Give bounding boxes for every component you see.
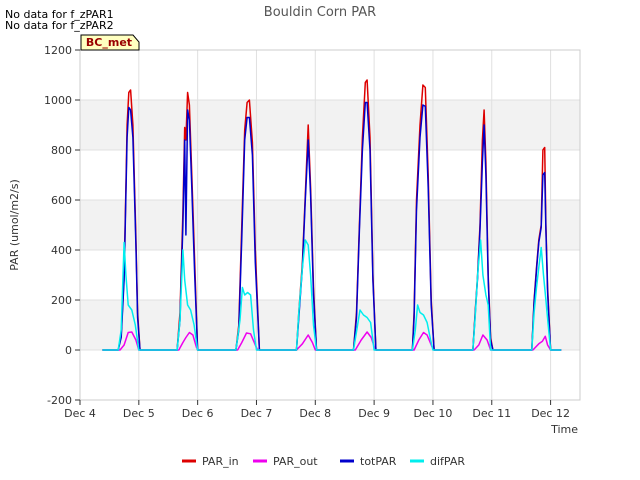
x-axis-ticks: Dec 4 Dec 5 Dec 6 Dec 7 Dec 8 Dec 9 Dec 10 Dec … [64,400,570,420]
plot-background-bands [80,50,580,400]
y-axis-ticks: -200 0 200 400 600 800 1000 1200 [44,44,80,407]
legend-label: totPAR [360,455,397,468]
background-band [80,200,580,250]
x-tick-label: Dec 12 [531,407,570,420]
y-tick-label: 1200 [44,44,72,57]
site-badge: BC_met [80,34,140,51]
y-tick-label: 400 [51,244,72,257]
y-axis-label: PAR (umol/m2/s) [8,179,21,271]
y-tick-label: 600 [51,194,72,207]
chart-title: Bouldin Corn PAR [264,5,376,20]
x-tick-label: Dec 10 [414,407,453,420]
x-axis-label: Time [550,423,578,436]
legend-item-par-in: PAR_in [182,455,239,468]
legend-label: PAR_in [202,455,239,468]
x-tick-label: Dec 7 [241,407,273,420]
legend-item-par-out: PAR_out [253,455,318,468]
background-band [80,250,580,300]
y-tick-label: -200 [47,394,72,407]
y-tick-label: 200 [51,294,72,307]
background-band [80,50,580,100]
y-tick-label: 800 [51,144,72,157]
legend-label: PAR_out [273,455,318,468]
legend-item-totpar: totPAR [340,455,397,468]
series-line-difpar [102,239,562,351]
y-tick-label: 1000 [44,94,72,107]
no-data-notice-zpar2: No data for f_zPAR2 [5,19,114,32]
background-band [80,300,580,350]
plot-frame [79,49,581,401]
no-data-notice-zpar1: No data for f_zPAR1 [5,8,114,21]
background-band [80,100,580,150]
y-tick-label: 0 [65,344,72,357]
background-band [80,150,580,200]
x-tick-label: Dec 8 [299,407,331,420]
x-tick-label: Dec 4 [64,407,96,420]
x-tick-label: Dec 11 [472,407,511,420]
x-tick-label: Dec 6 [182,407,214,420]
background-band [80,350,580,400]
legend: PAR_in PAR_out totPAR difPAR [182,455,465,468]
site-badge-label: BC_met [86,36,132,49]
series-line-par-out [102,331,562,351]
series-lines [102,79,562,351]
legend-label: difPAR [430,455,465,468]
x-tick-label: Dec 5 [123,407,155,420]
x-tick-label: Dec 9 [358,407,390,420]
legend-item-difpar: difPAR [410,455,465,468]
